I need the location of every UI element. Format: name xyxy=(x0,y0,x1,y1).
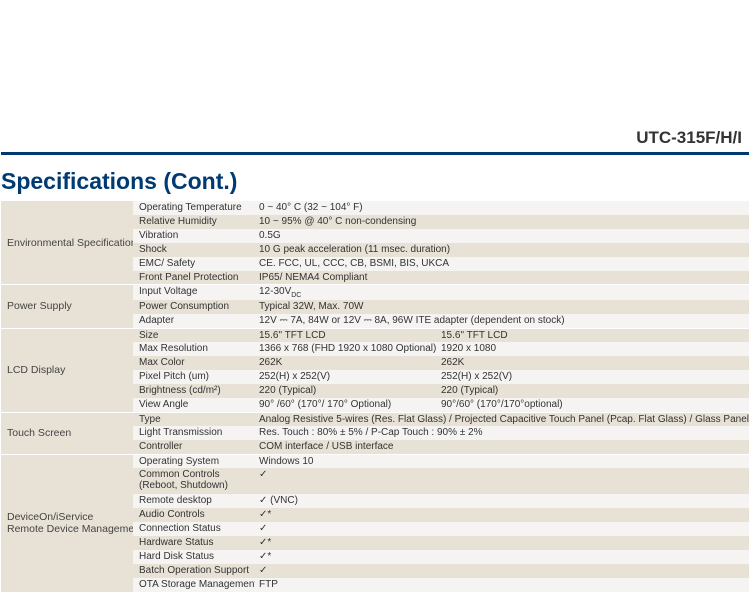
value-cell: Res. Touch : 80% ± 5% / P-Cap Touch : 90… xyxy=(255,426,749,440)
attr-cell: Pixel Pitch (um) xyxy=(133,370,255,384)
attr-cell: Power Consumption xyxy=(133,300,255,314)
value-cell: FTP xyxy=(255,578,749,592)
value-cell: ✓ xyxy=(255,564,749,578)
attr-cell: Front Panel Protection xyxy=(133,271,255,285)
attr-cell: Type xyxy=(133,412,255,426)
attr-cell: Vibration xyxy=(133,229,255,243)
category-cell: Touch Screen xyxy=(1,412,133,454)
value-cell: 262K xyxy=(255,356,437,370)
attr-cell: Light Transmission xyxy=(133,426,255,440)
attr-cell: Connection Status xyxy=(133,522,255,536)
value-cell: ✓* xyxy=(255,536,749,550)
value-cell: 12-30VDC xyxy=(255,285,749,301)
table-row: LCD DisplaySize15.6" TFT LCD15.6" TFT LC… xyxy=(1,328,749,342)
attr-cell: Hard Disk Status xyxy=(133,550,255,564)
attr-cell: OTA Storage Management xyxy=(133,578,255,592)
value-cell: IP65/ NEMA4 Compliant xyxy=(255,271,749,285)
attr-cell: Input Voltage xyxy=(133,285,255,301)
value-cell: ✓* xyxy=(255,550,749,564)
value-cell: ✓ (VNC) xyxy=(255,494,749,508)
attr-cell: Controller xyxy=(133,440,255,454)
value-cell: 262K xyxy=(437,356,749,370)
attr-cell: Relative Humidity xyxy=(133,215,255,229)
value-cell: ✓ xyxy=(255,522,749,536)
value-cell: ✓* xyxy=(255,508,749,522)
value-cell: ✓ xyxy=(255,468,749,494)
value-cell: 1920 x 1080 xyxy=(437,342,749,356)
value-cell: 15.6" TFT LCD xyxy=(437,328,749,342)
value-cell: 15.6" TFT LCD xyxy=(255,328,437,342)
attr-cell: Size xyxy=(133,328,255,342)
value-cell: 1366 x 768 (FHD 1920 x 1080 Optional) xyxy=(255,342,437,356)
table-row: Power SupplyInput Voltage12-30VDC xyxy=(1,285,749,301)
value-cell: 252(H) x 252(V) xyxy=(255,370,437,384)
value-cell: Typical 32W, Max. 70W xyxy=(255,300,749,314)
model-title: UTC-315F/H/I xyxy=(636,128,742,148)
section-heading: Specifications (Cont.) xyxy=(1,168,237,195)
value-cell: 220 (Typical) xyxy=(437,384,749,398)
value-cell: COM interface / USB interface xyxy=(255,440,749,454)
spec-table-container: Environmental SpecificationsOperating Te… xyxy=(1,200,749,592)
attr-cell: Adapter xyxy=(133,314,255,328)
value-cell: 90° /60° (170°/ 170° Optional) xyxy=(255,398,437,412)
value-cell: 10 G peak acceleration (11 msec. duratio… xyxy=(255,243,749,257)
attr-cell: View Angle xyxy=(133,398,255,412)
attr-cell: EMC/ Safety xyxy=(133,257,255,271)
value-cell: 252(H) x 252(V) xyxy=(437,370,749,384)
value-cell: 12V ⎓ 7A, 84W or 12V ⎓ 8A, 96W ITE adapt… xyxy=(255,314,749,328)
value-cell: Windows 10 xyxy=(255,454,749,468)
category-cell: DeviceOn/iServiceRemote Device Managemen… xyxy=(1,454,133,592)
attr-cell: Max Resolution xyxy=(133,342,255,356)
attr-cell: Shock xyxy=(133,243,255,257)
value-cell: 10 ~ 95% @ 40° C non-condensing xyxy=(255,215,749,229)
value-cell: 0.5G xyxy=(255,229,749,243)
value-cell: 90°/60° (170°/170°optional) xyxy=(437,398,749,412)
table-row: Environmental SpecificationsOperating Te… xyxy=(1,201,749,215)
attr-cell: Operating System xyxy=(133,454,255,468)
table-row: Touch ScreenTypeAnalog Resistive 5-wires… xyxy=(1,412,749,426)
attr-cell: Batch Operation Support xyxy=(133,564,255,578)
category-cell: Power Supply xyxy=(1,285,133,329)
table-row: DeviceOn/iServiceRemote Device Managemen… xyxy=(1,454,749,468)
value-cell: 0 ~ 40° C (32 ~ 104° F) xyxy=(255,201,749,215)
attr-cell: Operating Temperature xyxy=(133,201,255,215)
attr-cell: Common Controls(Reboot, Shutdown) xyxy=(133,468,255,494)
attr-cell: Audio Controls xyxy=(133,508,255,522)
category-cell: LCD Display xyxy=(1,328,133,412)
attr-cell: Remote desktop xyxy=(133,494,255,508)
value-cell: Analog Resistive 5-wires (Res. Flat Glas… xyxy=(255,412,749,426)
category-cell: Environmental Specifications xyxy=(1,201,133,285)
spec-table: Environmental SpecificationsOperating Te… xyxy=(1,200,749,592)
divider-rule xyxy=(1,152,749,155)
value-cell: 220 (Typical) xyxy=(255,384,437,398)
attr-cell: Brightness (cd/m²) xyxy=(133,384,255,398)
value-cell: CE. FCC, UL, CCC, CB, BSMI, BIS, UKCA xyxy=(255,257,749,271)
attr-cell: Max Color xyxy=(133,356,255,370)
attr-cell: Hardware Status xyxy=(133,536,255,550)
